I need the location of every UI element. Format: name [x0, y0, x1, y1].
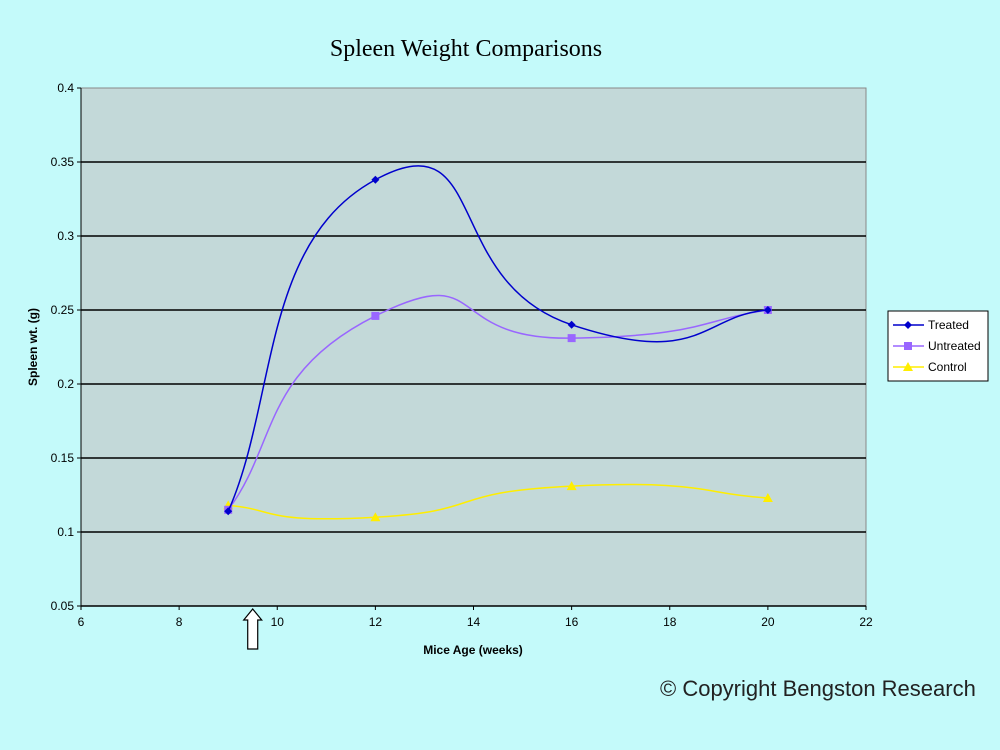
x-tick-label: 18: [663, 615, 677, 629]
x-axis-label: Mice Age (weeks): [423, 643, 523, 657]
x-tick-label: 6: [78, 615, 85, 629]
y-tick-label: 0.1: [57, 525, 74, 539]
y-tick-label: 0.35: [51, 155, 75, 169]
series-line-control: [228, 483, 768, 520]
legend-marker-control: [903, 362, 913, 371]
y-tick-label: 0.25: [51, 303, 75, 317]
data-point-control: [566, 481, 577, 491]
x-tick-label: 16: [565, 615, 579, 629]
y-tick-label: 0.05: [51, 599, 75, 613]
legend-label-untreated: Untreated: [928, 339, 981, 353]
legend-label-treated: Treated: [928, 318, 969, 332]
y-tick-label: 0.2: [57, 377, 74, 391]
x-tick-label: 12: [369, 615, 383, 629]
data-point-control: [762, 492, 773, 502]
arrow-up-icon: [242, 608, 263, 650]
chart-title: Spleen Weight Comparisons: [330, 36, 602, 62]
y-tick-label: 0.3: [57, 229, 74, 243]
data-point-untreated: [371, 311, 380, 320]
x-tick-label: 8: [176, 615, 183, 629]
copyright-text: © Copyright Bengston Research: [660, 676, 976, 701]
x-tick-label: 10: [271, 615, 285, 629]
legend-marker-untreated: [904, 342, 912, 350]
series-line-treated: [227, 165, 768, 512]
series-line-untreated: [227, 294, 768, 511]
data-point-control: [370, 512, 381, 522]
x-tick-label: 20: [761, 615, 775, 629]
plot-area: [80, 87, 867, 607]
data-point-treated: [224, 507, 233, 516]
data-point-untreated: [567, 334, 576, 343]
legend-marker-treated: [904, 321, 912, 329]
y-tick-label: 0.15: [51, 451, 75, 465]
y-tick-label: 0.4: [57, 81, 74, 95]
data-point-treated: [371, 175, 380, 184]
data-point-treated: [763, 306, 772, 314]
x-tick-label: 14: [467, 615, 481, 629]
x-tick-label: 22: [859, 615, 873, 629]
legend-label-control: Control: [928, 360, 967, 374]
y-axis-label: Spleen wt. (g): [26, 308, 40, 386]
data-point-treated: [567, 320, 576, 329]
